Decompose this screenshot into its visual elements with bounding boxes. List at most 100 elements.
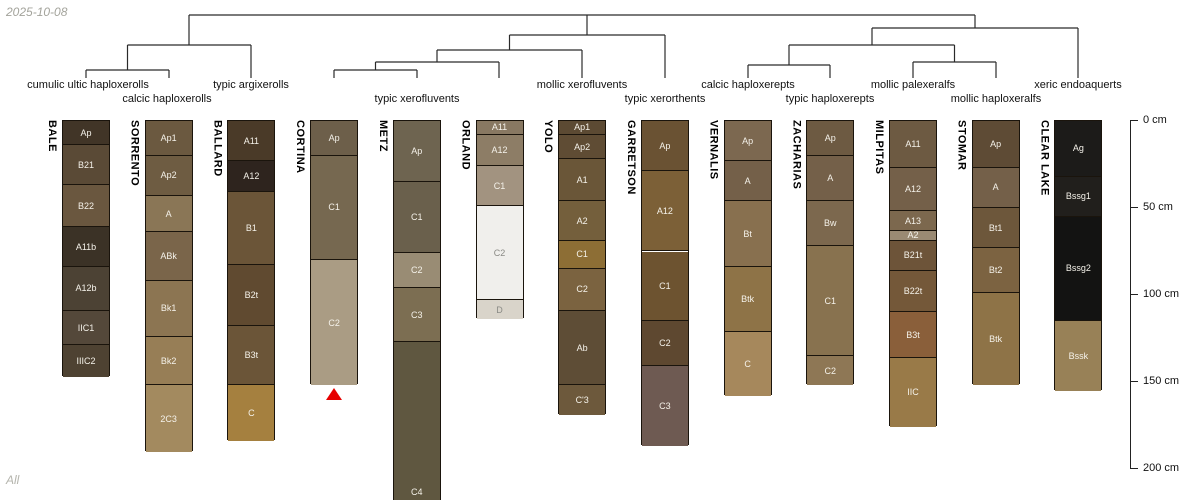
- horizon-vernalis-btk: Btk: [724, 267, 771, 332]
- horizon-milpitas-a2: A2: [890, 230, 936, 242]
- profile-column-sorrento: Ap1 Ap2 A ABk Bk1 Bk2 2C3: [144, 120, 193, 452]
- horizon-stomar-btk: Btk: [972, 293, 1019, 386]
- horizon-ballard-b1: B1: [228, 192, 275, 266]
- depth-axis-tick: [1130, 120, 1138, 121]
- horizon-cortina-c1: C1: [311, 155, 358, 261]
- horizon-yolo-c'3: C'3: [559, 385, 606, 416]
- horizon-label: Bt2: [988, 265, 1003, 276]
- depth-axis-tick: [1130, 294, 1138, 295]
- profile-column-vernalis: Ap A Bt Btk C: [723, 120, 772, 396]
- horizon-orland-d: D: [476, 300, 523, 320]
- horizon-label: C1: [824, 295, 837, 306]
- depth-axis-tick: [1130, 381, 1138, 382]
- horizon-bale-iic1: IIC1: [63, 310, 109, 346]
- horizon-vernalis-bt: Bt: [724, 201, 771, 268]
- taxonomy-label: typic xerorthents: [624, 93, 706, 105]
- depth-axis-label: 50 cm: [1143, 201, 1173, 213]
- horizon-milpitas-b3t: B3t: [890, 312, 936, 358]
- horizon-label: Ap: [328, 132, 340, 143]
- horizon-stomar-ap: Ap: [972, 121, 1019, 168]
- horizon-zacharias-ap: Ap: [807, 121, 854, 156]
- horizon-label: C2: [659, 338, 671, 349]
- horizon-yolo-ab: Ab: [559, 310, 606, 386]
- profile-name-clear-lake: CLEAR LAKE: [1038, 120, 1051, 196]
- horizon-clear-lake-ag: Ag: [1055, 121, 1102, 177]
- horizon-stomar-bt2: Bt2: [972, 248, 1019, 294]
- horizon-label: C3: [659, 401, 671, 412]
- horizon-label: C1: [493, 180, 506, 191]
- horizon-bale-a11b: A11b: [63, 227, 109, 268]
- horizon-metz-c3: C3: [393, 288, 440, 342]
- profile-column-stomar: Ap A Bt1 Bt2 Btk: [971, 120, 1020, 386]
- horizon-clear-lake-bssk: Bssk: [1055, 321, 1102, 391]
- horizon-label: C2: [824, 365, 837, 376]
- horizon-zacharias-bw: Bw: [807, 201, 854, 247]
- horizon-zacharias-c2: C2: [807, 355, 854, 386]
- horizon-milpitas-iic: IIC: [890, 357, 936, 428]
- horizon-label: 2C3: [160, 413, 177, 424]
- horizon-label: B3t: [906, 329, 920, 340]
- horizon-sorrento-a: A: [145, 195, 192, 233]
- profile-column-metz: Ap C1 C2 C3 C4: [392, 120, 441, 500]
- profile-column-clear-lake: Ag Bssg1 Bssg2 Bssk: [1054, 120, 1103, 391]
- horizon-label: A12: [904, 184, 921, 195]
- horizon-sorrento-ap1: Ap1: [145, 121, 192, 156]
- profile-truncation-marker: [326, 388, 343, 401]
- horizon-label: C2: [411, 265, 423, 276]
- depth-axis-label: 100 cm: [1143, 288, 1180, 300]
- profile-name-ballard: BALLARD: [211, 120, 224, 177]
- horizon-garretson-c2: C2: [641, 321, 688, 367]
- profile-name-vernalis: VERNALIS: [707, 120, 720, 180]
- horizon-yolo-a1: A1: [559, 159, 606, 202]
- horizon-label: B22t: [903, 286, 923, 296]
- horizon-label: A: [165, 208, 172, 219]
- horizon-label: Ap: [824, 132, 836, 143]
- taxonomy-label: cumulic ultic haploxerolls: [27, 79, 149, 91]
- horizon-label: Ap2: [160, 170, 177, 181]
- dendrogram: [85, 14, 1079, 78]
- horizon-zacharias-c1: C1: [807, 246, 854, 356]
- horizon-stomar-a: A: [972, 167, 1019, 208]
- horizon-yolo-a2: A2: [559, 201, 606, 242]
- horizon-label: A13: [904, 215, 921, 226]
- horizon-vernalis-a: A: [724, 161, 771, 202]
- profile-name-metz: METZ: [376, 120, 389, 152]
- taxonomy-label: xeric endoaquerts: [1034, 79, 1122, 91]
- horizon-milpitas-a13: A13: [890, 211, 936, 231]
- profile-name-garretson: GARRETSON: [624, 120, 637, 195]
- horizon-label: C1: [328, 202, 340, 213]
- horizon-yolo-ap2: Ap2: [559, 134, 606, 160]
- profile-name-orland: ORLAND: [459, 120, 472, 171]
- horizon-label: C1: [411, 212, 423, 223]
- depth-axis-label: 0 cm: [1143, 114, 1167, 126]
- horizon-label: Bssg1: [1065, 191, 1091, 202]
- horizon-sorrento-abk: ABk: [145, 232, 192, 282]
- horizon-label: C1: [659, 280, 671, 291]
- plot-date: 2025-10-08: [6, 5, 68, 19]
- horizon-label: Ag: [1072, 143, 1084, 154]
- horizon-label: Bw: [824, 218, 837, 229]
- horizon-label: B1: [245, 223, 257, 234]
- horizon-milpitas-a12: A12: [890, 167, 936, 212]
- depth-axis-label: 200 cm: [1143, 462, 1180, 474]
- horizon-stomar-bt1: Bt1: [972, 208, 1019, 249]
- horizon-bale-b21: B21: [63, 145, 109, 186]
- taxonomy-label: mollic palexeralfs: [870, 79, 956, 91]
- profile-name-sorrento: SORRENTO: [128, 120, 141, 187]
- profile-column-cortina: Ap C1 C2: [310, 120, 359, 386]
- profile-name-zacharias: ZACHARIAS: [790, 120, 803, 190]
- horizon-label: A: [744, 175, 751, 186]
- horizon-bale-a12b: A12b: [63, 267, 109, 311]
- horizon-ballard-b3t: B3t: [228, 326, 275, 386]
- horizon-label: A: [827, 172, 834, 183]
- depth-axis-tick: [1130, 468, 1138, 469]
- horizon-milpitas-b21t: B21t: [890, 241, 936, 271]
- profile-name-yolo: YOLO: [542, 120, 555, 154]
- horizon-cortina-c2: C2: [311, 260, 358, 386]
- profile-name-bale: BALE: [46, 120, 58, 152]
- horizon-label: Ap: [742, 135, 754, 146]
- horizon-label: Ap2: [574, 141, 591, 152]
- profile-column-garretson: Ap A12 C1 C2 C3: [640, 120, 689, 447]
- profile-column-zacharias: Ap A Bw C1 C2: [806, 120, 855, 386]
